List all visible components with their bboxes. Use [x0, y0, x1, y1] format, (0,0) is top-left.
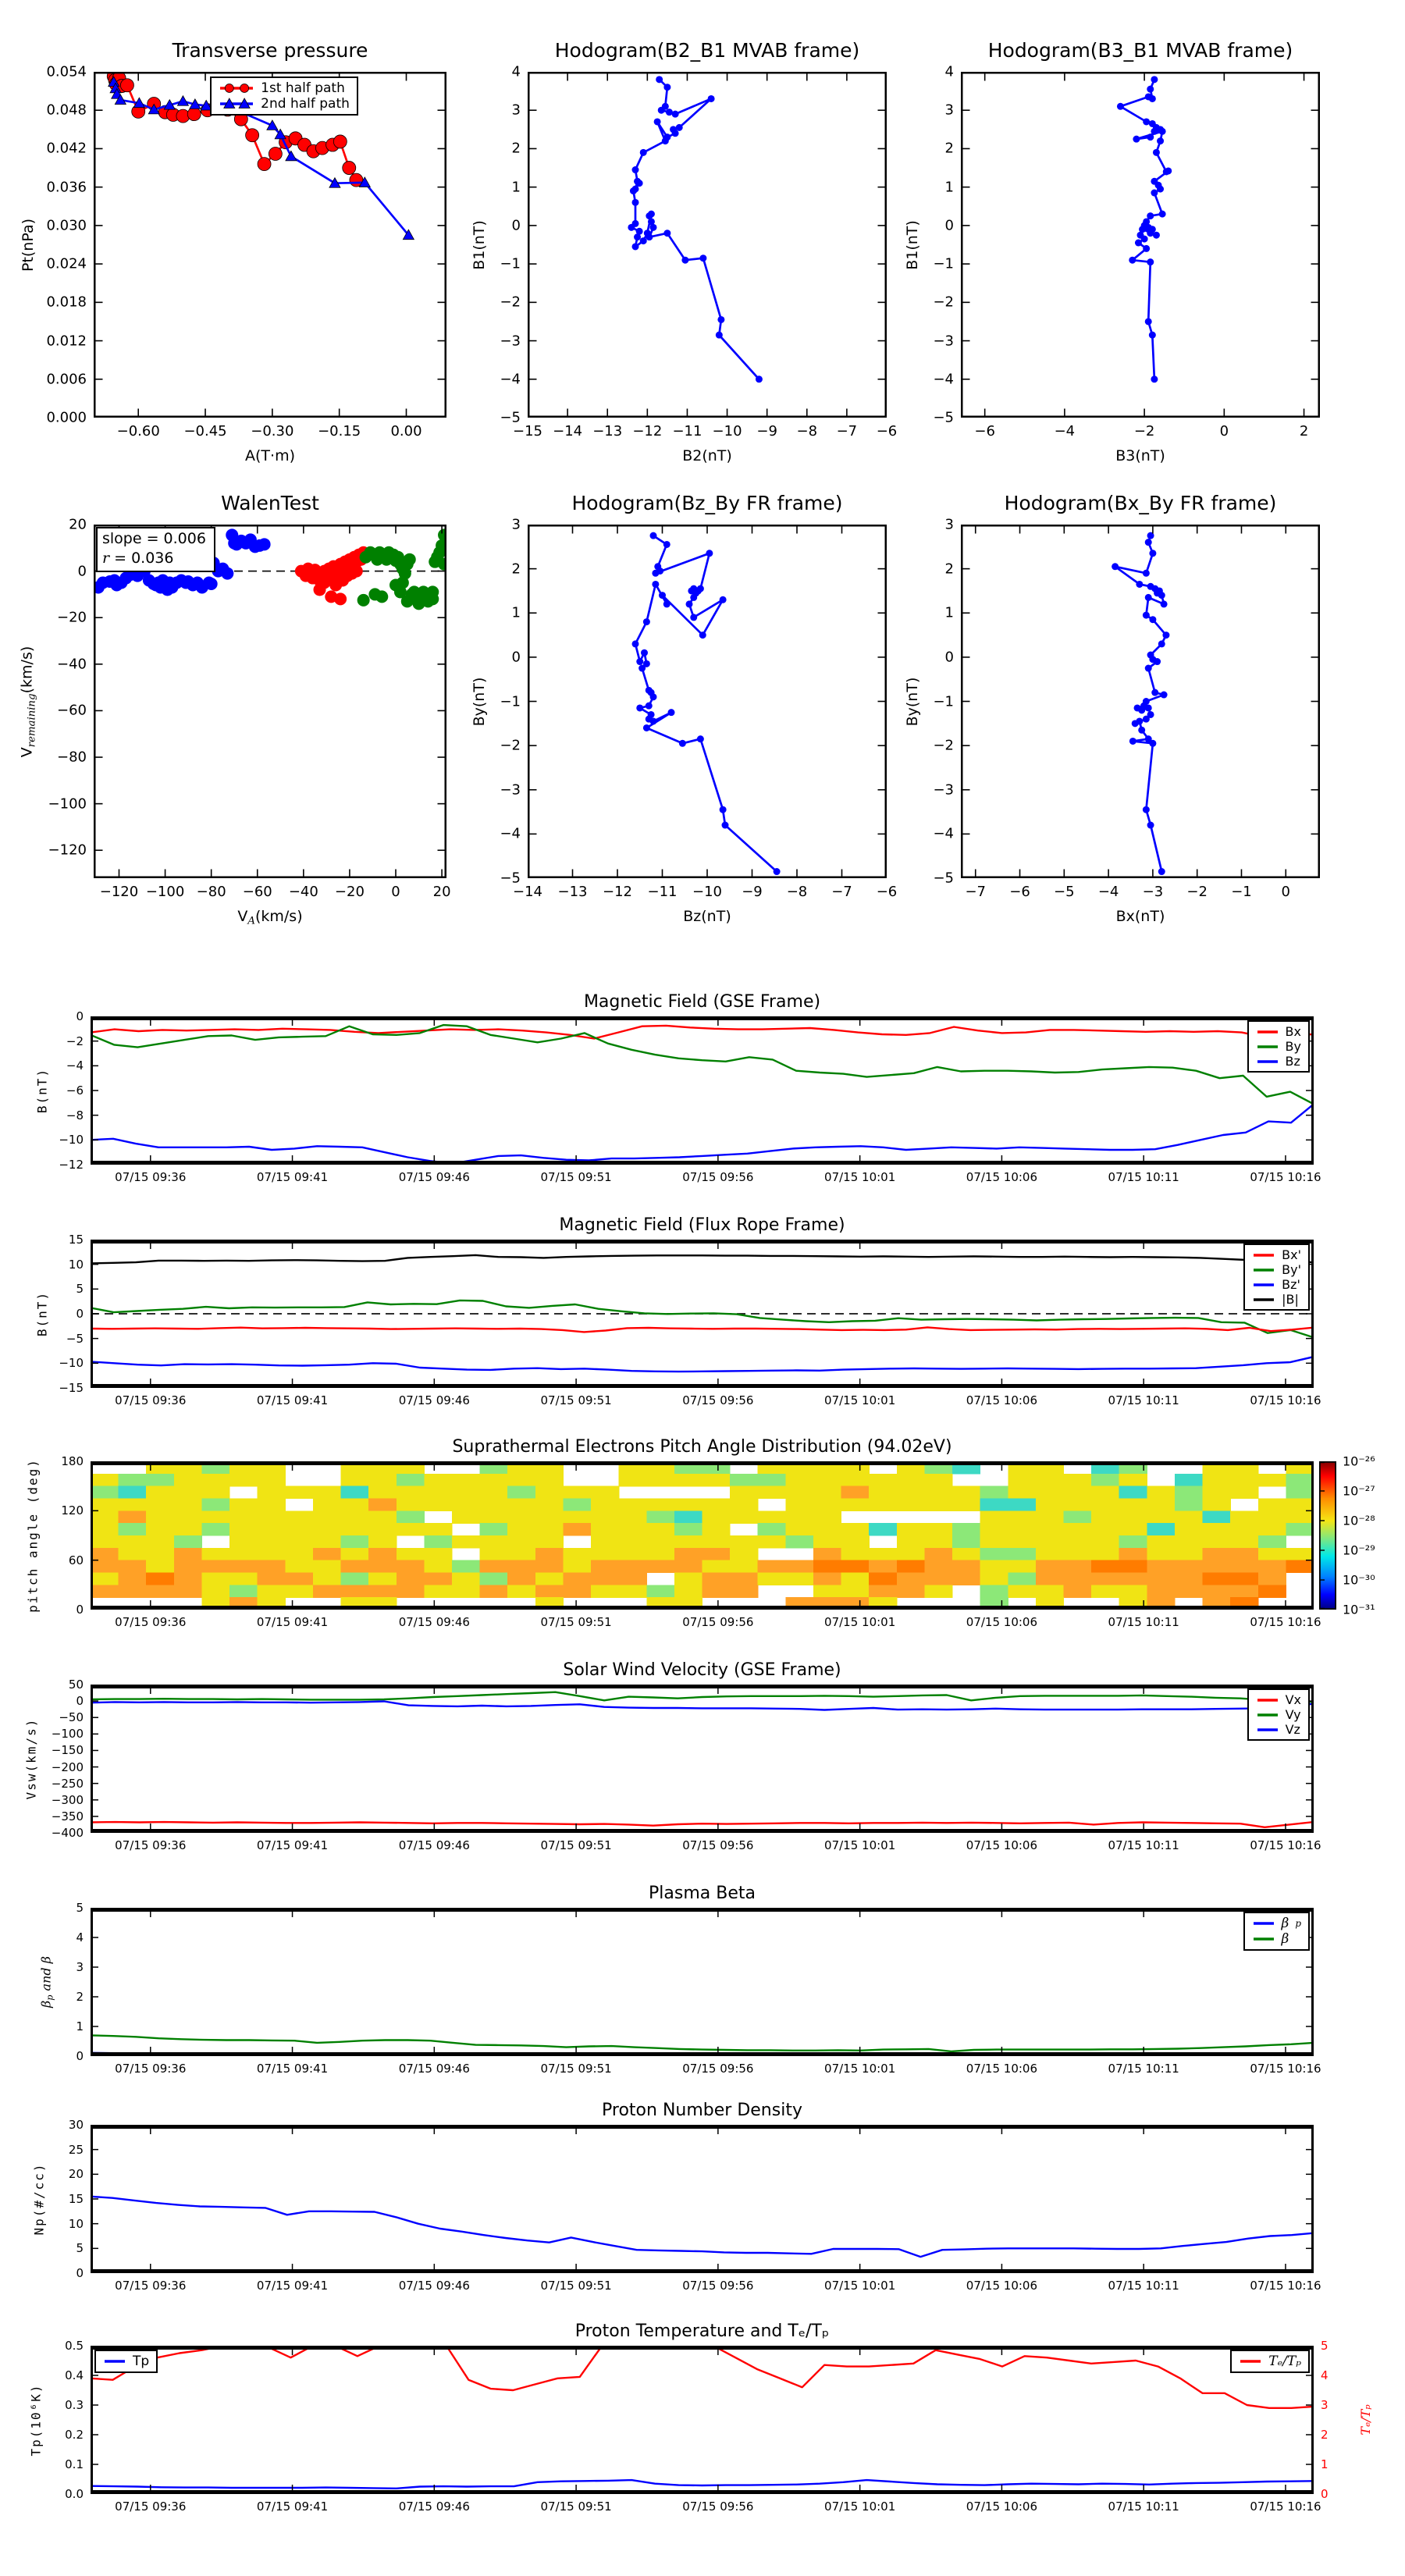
- chart-walen-test: WalenTest Vremaining(km/s) VA(km/s) −120…: [18, 492, 451, 927]
- y-axis-label: Pt(nPa): [20, 218, 37, 272]
- y-axis-label: Tp(10⁶K): [28, 2383, 44, 2457]
- x-axis-label: B3(nT): [1115, 447, 1165, 464]
- plot-area: [94, 69, 446, 418]
- y-axis-label: By(nT): [471, 677, 488, 726]
- panel-magnetic-field-flux-rope: Magnetic Field (Flux Rope Frame) B(nT) 0…: [34, 1215, 1321, 1407]
- plot-area: [90, 2344, 1314, 2495]
- chart-title: Hodogram(B2_B1 MVAB frame): [554, 39, 860, 62]
- plot-area: [961, 71, 1320, 418]
- plot-area: [961, 524, 1320, 879]
- plot-area: [90, 1684, 1314, 1834]
- plot-area: [90, 2124, 1314, 2274]
- chart-title: Transverse pressure: [172, 39, 368, 62]
- y-axis-label: By(nT): [904, 677, 921, 726]
- y-axis-label: Vremaining(km/s): [18, 646, 38, 757]
- y-axis-label: pitch angle (deg): [25, 1458, 41, 1613]
- chart-hodogram-b2b1: Hodogram(B2_B1 MVAB frame) B1(nT) B2(nT)…: [471, 39, 898, 464]
- panel-title: Proton Number Density: [602, 2101, 802, 2120]
- y-axis-label: B(nT): [34, 1067, 50, 1114]
- panel-plasma-beta: Plasma Beta βp and β 07/15 09:36 07/15 09…: [38, 1884, 1321, 2076]
- plot-area: [91, 524, 451, 878]
- panel-pitch-angle-distribution: Suprathermal Electrons Pitch Angle Distr…: [25, 1437, 1321, 1629]
- panel-title: Proton Temperature and Tₑ/Tₚ: [574, 2322, 830, 2341]
- plot-area: [91, 1461, 1314, 1610]
- panel-title: Suprathermal Electrons Pitch Angle Distr…: [452, 1437, 952, 1457]
- panel-solar-wind-velocity: Solar Wind Velocity (GSE Frame) Vsw(km/s…: [23, 1660, 1321, 1852]
- colorbar: 10⁻²⁶ 10⁻²⁷ 10⁻²⁸ 10⁻²⁹ 10⁻³⁰ 10⁻³¹: [1318, 1454, 1375, 1617]
- chart-title: Hodogram(B3_B1 MVAB frame): [987, 39, 1293, 62]
- x-axis-label: VA(km/s): [237, 908, 303, 927]
- y-axis-label: B1(nT): [904, 219, 921, 270]
- x-axis-label: Bz(nT): [683, 908, 731, 925]
- y-axis-label: Vsw(km/s): [23, 1717, 39, 1800]
- plot-area: [527, 71, 887, 418]
- chart-title: Hodogram(Bz_By FR frame): [571, 492, 843, 514]
- x-axis-label: Bx(nT): [1115, 908, 1165, 925]
- panel-title: Magnetic Field (GSE Frame): [583, 992, 821, 1012]
- y-axis-label: B(nT): [34, 1290, 50, 1337]
- panel-magnetic-field-gse: Magnetic Field (GSE Frame) B(nT) 07/15 0…: [34, 992, 1321, 1184]
- plot-area: [90, 1907, 1314, 2057]
- plot-area: [90, 1239, 1314, 1389]
- panel-proton-number-density: Proton Number Density Np(#/cc) 07/15 09:…: [31, 2101, 1321, 2293]
- chart-title: Hodogram(Bx_By FR frame): [1004, 492, 1277, 514]
- panel-title: Solar Wind Velocity (GSE Frame): [563, 1660, 841, 1680]
- plot-area: [527, 524, 887, 879]
- panel-title: Magnetic Field (Flux Rope Frame): [559, 1215, 845, 1235]
- right-y-axis-label: Tₑ/Tₚ: [1357, 2404, 1373, 2435]
- y-axis-label: Np(#/cc): [31, 2162, 47, 2236]
- panel-proton-temperature: Proton Temperature and Tₑ/Tₚ Tp(10⁶K) Tₑ…: [28, 2322, 1373, 2514]
- chart-transverse-pressure: Transverse pressure Pt(nPa) A(T·m) −0.60…: [20, 39, 446, 464]
- y-axis-label: B1(nT): [471, 219, 488, 270]
- x-axis-label: A(T·m): [245, 447, 295, 464]
- chart-hodogram-b3b1: Hodogram(B3_B1 MVAB frame) B1(nT) B3(nT)…: [904, 39, 1320, 464]
- plot-area: [90, 1016, 1314, 1165]
- x-axis-label: B2(nT): [682, 447, 732, 464]
- chart-title: WalenTest: [221, 492, 319, 514]
- chart-hodogram-bzby: Hodogram(Bz_By FR frame) By(nT) Bz(nT) −…: [471, 492, 898, 925]
- chart-hodogram-bxby: Hodogram(Bx_By FR frame) By(nT) Bx(nT) −…: [904, 492, 1320, 925]
- y-axis-label: βp and β: [38, 1956, 55, 2008]
- panel-title: Plasma Beta: [649, 1884, 756, 1903]
